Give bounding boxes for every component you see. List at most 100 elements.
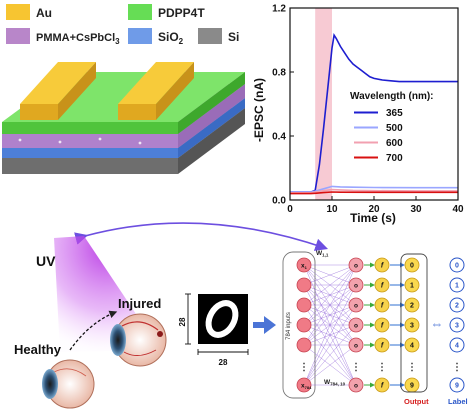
activation-node-label: f — [381, 383, 384, 390]
output-node — [404, 257, 420, 273]
x-tick-label: 20 — [368, 204, 380, 215]
activation-node — [374, 317, 390, 333]
input-node-label: x784 — [301, 383, 312, 391]
weight-connection — [303, 264, 357, 306]
sum-node — [348, 297, 364, 313]
input-node-label: x1 — [301, 263, 308, 271]
output-node-label: 0 — [410, 263, 414, 270]
legend-label-si: Si — [228, 30, 239, 44]
x-tick-label: 10 — [326, 204, 338, 215]
x-axis-label: Time (s) — [350, 211, 396, 225]
output-caption: Output — [404, 397, 429, 406]
progression-arrow — [69, 310, 118, 351]
ellipsis: ⋮ — [351, 362, 361, 373]
y-axis-label: -EPSC (nA) — [252, 78, 266, 142]
label-node — [449, 257, 465, 273]
sum-node-label: o — [354, 343, 358, 350]
label-node — [449, 277, 465, 293]
material-legend: Au PDPP4T PMMA+CsPbCl3 SiO2 Si — [6, 4, 239, 46]
legend-label-sio2: SiO2 — [158, 30, 184, 46]
sum-node — [348, 317, 364, 333]
legend-swatch-pmma — [6, 28, 30, 44]
neural-network-diagram: 784 inputs x1 o f 0 0 o f 1 1 o f 2 2 o f 3 3 o f 4 4 x784 o f 9… — [282, 250, 468, 406]
legend-entry-500: 500 — [386, 123, 403, 134]
connector-arrow — [74, 222, 329, 251]
weight-connection — [303, 324, 357, 386]
legend-entry-365: 365 — [386, 108, 403, 119]
weight-connection — [303, 264, 357, 346]
series-line-700 — [290, 191, 458, 195]
electrode-right — [118, 62, 194, 120]
label-node — [449, 297, 465, 313]
weight-connection — [303, 264, 357, 326]
output-node-label: 9 — [410, 383, 414, 390]
epsc-chart: -EPSC (nA) Time (s) 0 10 20 30 40 0.0 0.4 0.8 1.… — [252, 4, 464, 226]
activation-node — [374, 277, 390, 293]
y-tick-label: 0.8 — [272, 68, 286, 79]
input-node — [296, 377, 312, 393]
sum-node-label: o — [354, 283, 358, 290]
input-node — [296, 297, 312, 313]
legend-swatch-si — [198, 28, 222, 44]
sum-node — [348, 337, 364, 353]
double-arrow-icon: ⇔ — [431, 316, 444, 331]
output-node-label: 1 — [410, 283, 414, 290]
y-tick-label: 1.2 — [272, 4, 286, 15]
legend-label-pmma: PMMA+CsPbCl3 — [36, 32, 120, 46]
activation-node — [374, 377, 390, 393]
x-tick-label: 30 — [410, 204, 422, 215]
weight-connection — [303, 264, 357, 286]
sum-node-label: o — [354, 263, 358, 270]
output-bracket — [400, 253, 428, 393]
output-node — [404, 317, 420, 333]
digit-zero-stroke — [205, 300, 239, 338]
series-line-600 — [290, 188, 458, 194]
weight-connection — [303, 284, 357, 346]
input-to-network-arrow — [253, 316, 276, 334]
label-node-label: 9 — [455, 383, 459, 390]
input-count-label: 784 inputs — [286, 312, 292, 340]
label-node — [449, 317, 465, 333]
activation-node-label: f — [381, 323, 384, 330]
output-node — [404, 277, 420, 293]
ellipsis: ⋮ — [452, 362, 462, 373]
sum-node-label: o — [354, 323, 358, 330]
label-node-label: 1 — [455, 283, 459, 290]
sum-node — [348, 377, 364, 393]
light-pulse-region — [315, 8, 332, 200]
legend-swatch-pdpp4t — [128, 4, 152, 20]
weight-connection — [303, 304, 357, 386]
mnist-digit-input: 28 28 — [178, 293, 249, 367]
weight-connection — [303, 344, 357, 386]
weight-connection — [303, 264, 357, 386]
y-tick-label: 0.0 — [272, 196, 286, 207]
label-node-label: 4 — [455, 343, 459, 350]
ellipsis: ⋮ — [407, 362, 417, 373]
ellipsis: ⋮ — [377, 362, 387, 373]
legend-entry-700: 700 — [386, 153, 403, 164]
activation-node-label: f — [381, 343, 384, 350]
digit-width-label: 28 — [219, 358, 228, 367]
label-node — [449, 377, 465, 393]
electrode-left — [20, 62, 96, 120]
sum-node — [348, 257, 364, 273]
weight-connection — [303, 284, 357, 386]
legend-label-pdpp4t: PDPP4T — [158, 6, 205, 20]
injured-label: Injured — [118, 296, 161, 311]
output-node — [404, 297, 420, 313]
activation-node — [374, 337, 390, 353]
label-node-label: 2 — [455, 303, 459, 310]
healthy-label: Healthy — [14, 342, 62, 357]
uv-eye-illustration: UV Injured Healthy — [14, 236, 167, 409]
digit-height-label: 28 — [178, 317, 187, 326]
input-node — [296, 277, 312, 293]
y-tick-label: 0.4 — [272, 132, 286, 143]
weight-label-top: W1,1 — [316, 250, 329, 258]
activation-node — [374, 297, 390, 313]
output-node-label: 3 — [410, 323, 414, 330]
weight-label-bottom: W784, 10 — [324, 379, 346, 387]
sum-node — [348, 277, 364, 293]
activation-node-label: f — [381, 283, 384, 290]
input-node — [296, 337, 312, 353]
